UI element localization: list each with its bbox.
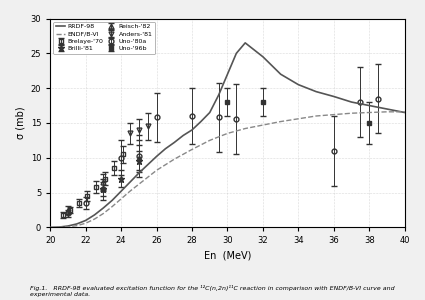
RRDF-98 — [314, 90, 319, 93]
RRDF-98 — [198, 120, 204, 123]
RRDF-98 — [207, 111, 212, 114]
RRDF-98 — [332, 95, 337, 98]
ENDF/B-VI — [48, 226, 53, 229]
ENDF/B-VI — [119, 197, 124, 201]
RRDF-98 — [402, 111, 407, 114]
RRDF-98 — [216, 93, 221, 97]
RRDF-98 — [74, 222, 79, 226]
ENDF/B-VI — [57, 226, 62, 229]
RRDF-98 — [65, 224, 71, 228]
RRDF-98 — [349, 100, 354, 104]
RRDF-98 — [136, 171, 142, 175]
RRDF-98 — [296, 83, 301, 86]
ENDF/B-VI — [65, 225, 71, 229]
Text: Fig.1.   RRDF-98 evaluated excitation function for the ¹²C(n,2n)¹¹C reaction in : Fig.1. RRDF-98 evaluated excitation func… — [30, 285, 394, 297]
RRDF-98 — [154, 154, 159, 158]
ENDF/B-VI — [110, 205, 115, 208]
ENDF/B-VI — [83, 221, 88, 225]
RRDF-98 — [385, 107, 390, 111]
ENDF/B-VI — [314, 114, 319, 118]
Legend: RRDF-98, ENDF/B-VI, Brelaye-'70, Brilli-'81, Reisch-'82, Anders-'81, Uno-'80a, U: RRDF-98, ENDF/B-VI, Brelaye-'70, Brilli-… — [53, 22, 155, 54]
ENDF/B-VI — [385, 110, 390, 114]
ENDF/B-VI — [128, 189, 133, 193]
ENDF/B-VI — [296, 117, 301, 121]
ENDF/B-VI — [163, 163, 168, 166]
ENDF/B-VI — [101, 212, 106, 215]
ENDF/B-VI — [332, 113, 337, 116]
ENDF/B-VI — [181, 152, 186, 156]
RRDF-98 — [83, 219, 88, 222]
RRDF-98 — [261, 55, 266, 58]
ENDF/B-VI — [172, 158, 177, 161]
RRDF-98 — [163, 147, 168, 151]
Y-axis label: σ (mb): σ (mb) — [15, 106, 25, 139]
RRDF-98 — [243, 41, 248, 45]
ENDF/B-VI — [349, 111, 354, 115]
ENDF/B-VI — [278, 120, 283, 123]
RRDF-98 — [367, 104, 372, 107]
RRDF-98 — [172, 141, 177, 144]
RRDF-98 — [145, 163, 150, 166]
RRDF-98 — [57, 225, 62, 229]
ENDF/B-VI — [145, 176, 150, 179]
ENDF/B-VI — [243, 127, 248, 130]
ENDF/B-VI — [154, 169, 159, 172]
ENDF/B-VI — [207, 139, 212, 142]
RRDF-98 — [225, 72, 230, 76]
ENDF/B-VI — [261, 123, 266, 127]
RRDF-98 — [128, 180, 133, 184]
ENDF/B-VI — [367, 111, 372, 114]
Line: ENDF/B-VI: ENDF/B-VI — [50, 112, 405, 227]
ENDF/B-VI — [136, 182, 142, 186]
RRDF-98 — [119, 189, 124, 193]
ENDF/B-VI — [92, 217, 97, 221]
RRDF-98 — [190, 128, 195, 132]
RRDF-98 — [48, 226, 53, 229]
X-axis label: En  (MeV): En (MeV) — [204, 251, 251, 261]
RRDF-98 — [92, 213, 97, 217]
ENDF/B-VI — [402, 110, 407, 114]
ENDF/B-VI — [74, 224, 79, 227]
RRDF-98 — [101, 206, 106, 210]
ENDF/B-VI — [225, 132, 230, 135]
RRDF-98 — [181, 134, 186, 137]
RRDF-98 — [234, 52, 239, 55]
RRDF-98 — [110, 199, 115, 202]
Line: RRDF-98: RRDF-98 — [50, 43, 405, 227]
ENDF/B-VI — [190, 148, 195, 151]
RRDF-98 — [278, 72, 283, 76]
